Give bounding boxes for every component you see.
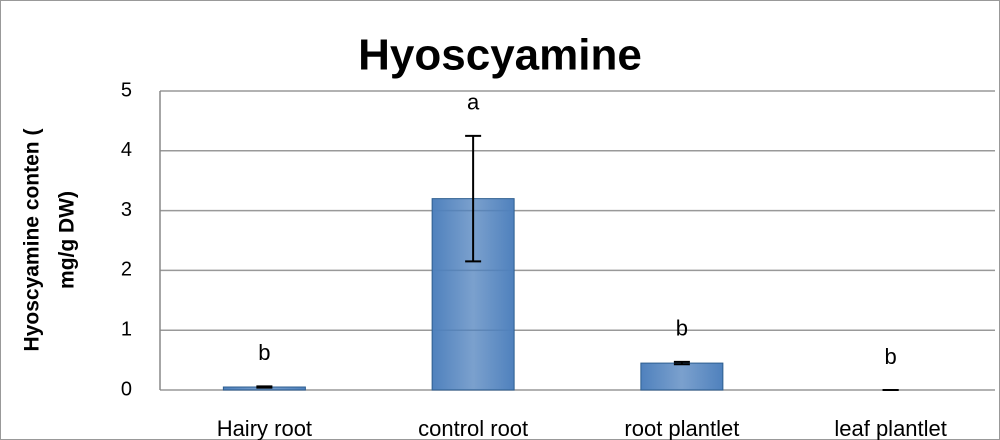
y-tick-label: 1 <box>121 318 132 340</box>
chart-title: Hyoscyamine <box>358 31 642 80</box>
significance-letter: b <box>258 340 270 365</box>
y-tick-label: 3 <box>121 199 132 221</box>
y-axis-title-line: mg/g DW) <box>56 191 79 289</box>
x-tick-label: control root <box>418 416 528 440</box>
x-tick-label: Hairy root <box>217 416 312 440</box>
y-tick-label: 2 <box>121 259 132 281</box>
y-tick-label: 5 <box>121 79 132 101</box>
x-tick-label: root plantlet <box>624 416 739 440</box>
x-tick-label: leaf plantlet <box>834 416 947 440</box>
bar <box>640 362 724 391</box>
y-axis-title: Hyoscyamine conten ( mg/g DW) <box>21 129 79 352</box>
y-tick-label: 4 <box>121 139 132 161</box>
significance-letter: b <box>676 316 688 341</box>
y-tick-label: 0 <box>121 378 132 400</box>
y-axis-title-line: Hyoscyamine conten ( <box>21 129 44 352</box>
significance-letter: b <box>885 344 897 369</box>
significance-letter: a <box>467 90 480 115</box>
